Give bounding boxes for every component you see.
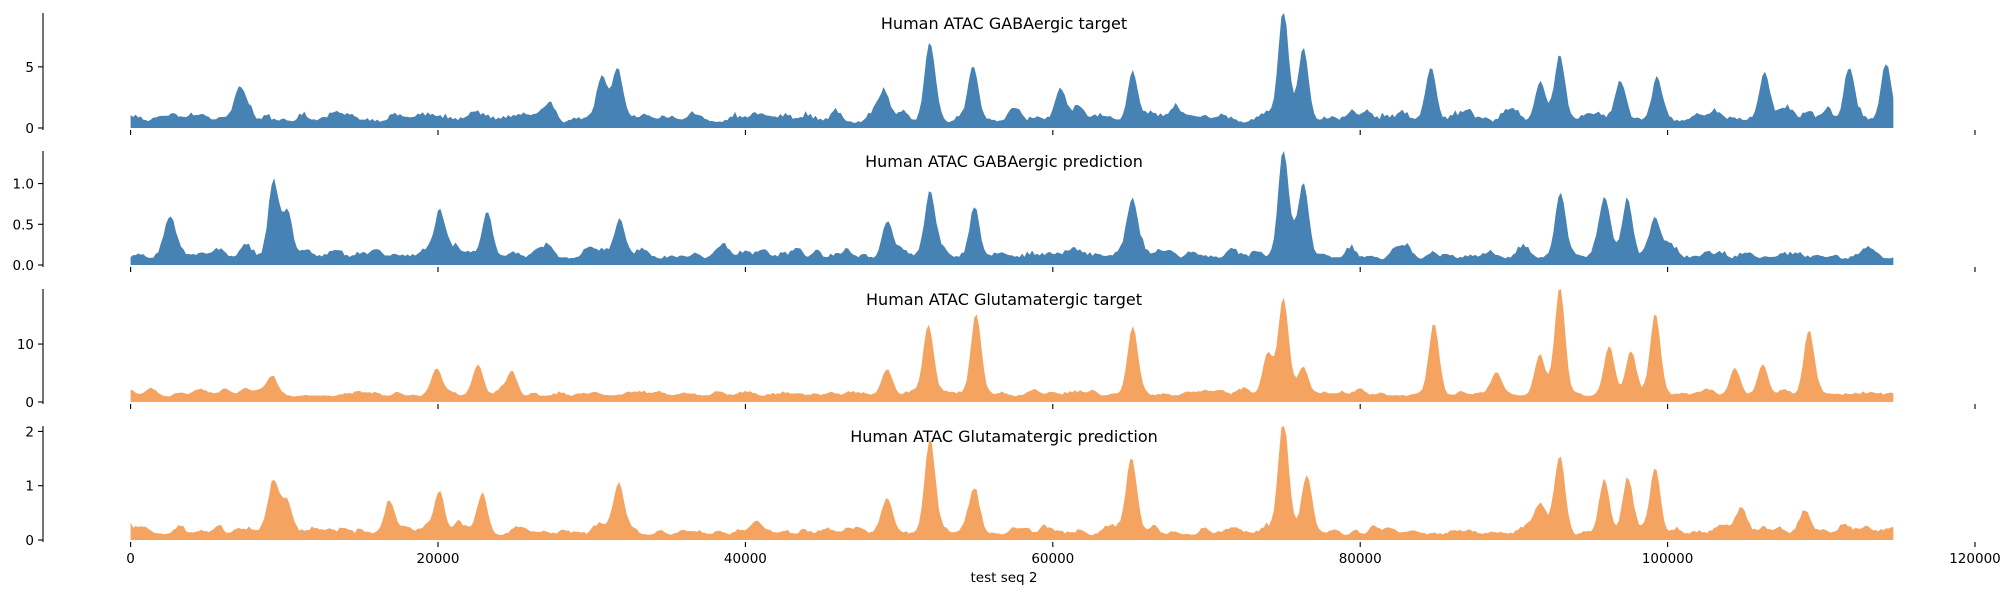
y-tick-label: 0.0: [13, 258, 34, 274]
y-tick-label: 10: [17, 337, 34, 353]
y-tick-label: 0: [25, 395, 34, 411]
panel-title: Human ATAC Glutamatergic prediction: [850, 427, 1158, 446]
y-tick-label: 1.0: [13, 177, 34, 193]
x-tick-label: 120000: [1949, 551, 2000, 567]
y-tick-label: 0: [25, 121, 34, 137]
panel-title: Human ATAC Glutamatergic target: [866, 290, 1142, 309]
series-area: [130, 151, 1894, 265]
y-tick-label: 1: [25, 479, 34, 495]
panel-2: Human ATAC GABAergic prediction 0.0 0.5 1.0: [13, 151, 1976, 274]
panel-title: Human ATAC GABAergic prediction: [865, 152, 1143, 171]
panel-1: Human ATAC GABAergic target 0 5: [25, 13, 1976, 137]
y-tick-label: 2: [25, 424, 34, 440]
panel-3: Human ATAC Glutamatergic target 0 10: [17, 289, 1976, 411]
x-tick-label: 80000: [1339, 551, 1382, 567]
series-area: [130, 426, 1894, 540]
x-tick-label: 0: [126, 551, 135, 567]
y-tick-label: 5: [25, 60, 34, 76]
x-axis-label: test seq 2: [970, 570, 1037, 586]
series-area: [130, 13, 1894, 128]
x-tick-label: 60000: [1031, 551, 1074, 567]
x-tick-label: 20000: [417, 551, 460, 567]
y-tick-label: 0.5: [13, 217, 34, 233]
x-tick-label: 100000: [1642, 551, 1694, 567]
x-tick-label: 40000: [724, 551, 767, 567]
panel-4: Human ATAC Glutamatergic prediction 0 1 2 0 2…: [25, 424, 2000, 567]
y-tick-label: 0: [25, 533, 34, 549]
panel-title: Human ATAC GABAergic target: [881, 14, 1127, 33]
